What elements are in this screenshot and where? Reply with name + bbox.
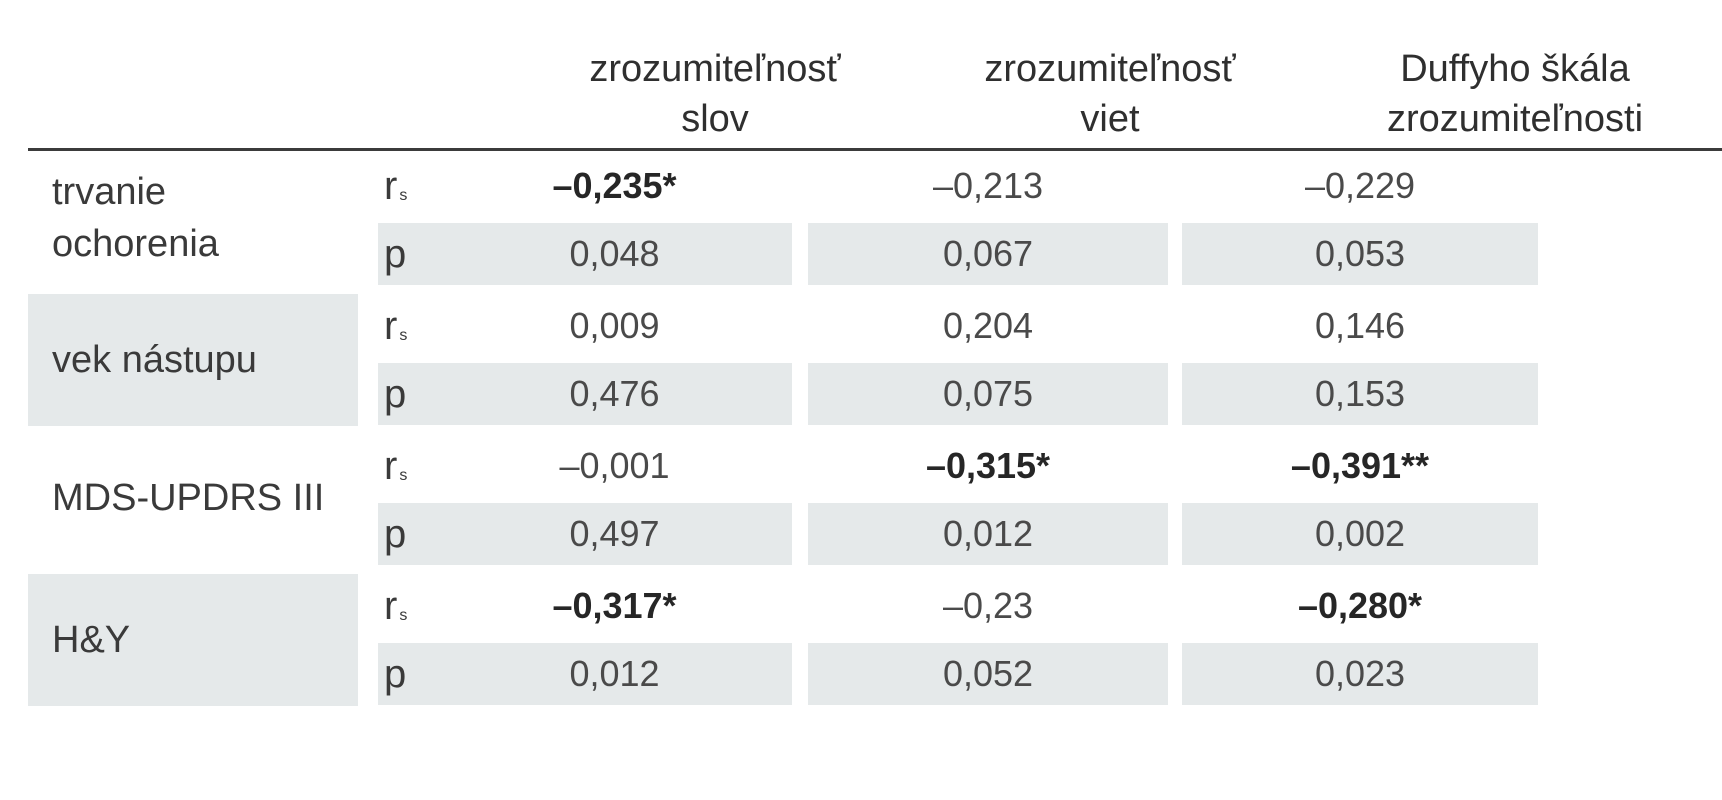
rs-value-cell: –0,280* bbox=[1297, 585, 1423, 626]
rs-value-cell: –0,001 bbox=[559, 445, 670, 486]
p-value-cell: 0,023 bbox=[1182, 643, 1538, 705]
rs-value-cell: 0,146 bbox=[1314, 305, 1406, 346]
row-label: MDS-UPDRS III bbox=[28, 432, 358, 564]
row-label-line: H&Y bbox=[52, 619, 131, 661]
column-header-sentence-intelligibility: zrozumiteľnosť viet bbox=[890, 44, 1330, 144]
stat-label-main: r bbox=[384, 303, 398, 348]
rs-value-cell: –0,235* bbox=[552, 165, 677, 206]
rs-value-cell: –0,391** bbox=[1290, 445, 1430, 486]
p-value-cell: 0,012 bbox=[437, 643, 792, 705]
stat-label-main: r bbox=[384, 163, 398, 208]
p-value-cell: 0,053 bbox=[1182, 223, 1538, 285]
column-header-duffy-scale: Duffyho škála zrozumiteľnosti bbox=[1295, 44, 1722, 144]
row-label: H&Y bbox=[28, 574, 358, 706]
stat-label-subscript: s bbox=[399, 327, 408, 344]
row-label: trvanie ochorenia bbox=[28, 152, 358, 284]
column-header-line: zrozumiteľnosti bbox=[1386, 98, 1644, 140]
column-header-line: viet bbox=[1080, 98, 1140, 140]
row-label-line: vek nástupu bbox=[52, 339, 257, 381]
row-label-line: ochorenia bbox=[52, 223, 219, 265]
rs-value-cell: –0,213 bbox=[932, 165, 1044, 206]
p-value-cell: 0,153 bbox=[1182, 363, 1538, 425]
p-value-cell: 0,497 bbox=[437, 503, 792, 565]
rs-value-cell: –0,317* bbox=[552, 585, 677, 626]
rs-value-cell: –0,315* bbox=[925, 445, 1051, 486]
column-header-line: zrozumiteľnosť bbox=[589, 48, 841, 90]
rs-value-cell: –0,229 bbox=[1304, 165, 1416, 206]
rs-value-cell: 0,204 bbox=[942, 305, 1034, 346]
row-label: vek nástupu bbox=[28, 294, 358, 426]
p-value-cell: 0,002 bbox=[1182, 503, 1538, 565]
p-value-cell: 0,052 bbox=[808, 643, 1168, 705]
p-value-cell: 0,476 bbox=[437, 363, 792, 425]
p-value-cell: 0,048 bbox=[437, 223, 792, 285]
row-label-line: MDS-UPDRS III bbox=[52, 477, 325, 519]
header-rule bbox=[28, 148, 1722, 151]
p-value-cell: 0,075 bbox=[808, 363, 1168, 425]
stat-label-main: r bbox=[384, 583, 398, 628]
column-header-line: zrozumiteľnosť bbox=[984, 48, 1236, 90]
row-label-line: trvanie bbox=[52, 171, 167, 213]
column-header-word-intelligibility: zrozumiteľnosť slov bbox=[480, 44, 950, 144]
stat-label-subscript: s bbox=[399, 187, 408, 204]
stat-label-subscript: s bbox=[399, 607, 408, 624]
stat-label-main: r bbox=[384, 443, 398, 488]
p-value-cell: 0,012 bbox=[808, 503, 1168, 565]
rs-value-cell: 0,009 bbox=[569, 305, 660, 346]
stat-label-subscript: s bbox=[399, 467, 408, 484]
p-value-cell: 0,067 bbox=[808, 223, 1168, 285]
rs-value-cell: –0,23 bbox=[942, 585, 1034, 626]
column-header-line: Duffyho škála bbox=[1400, 48, 1630, 90]
column-header-line: slov bbox=[681, 98, 749, 140]
